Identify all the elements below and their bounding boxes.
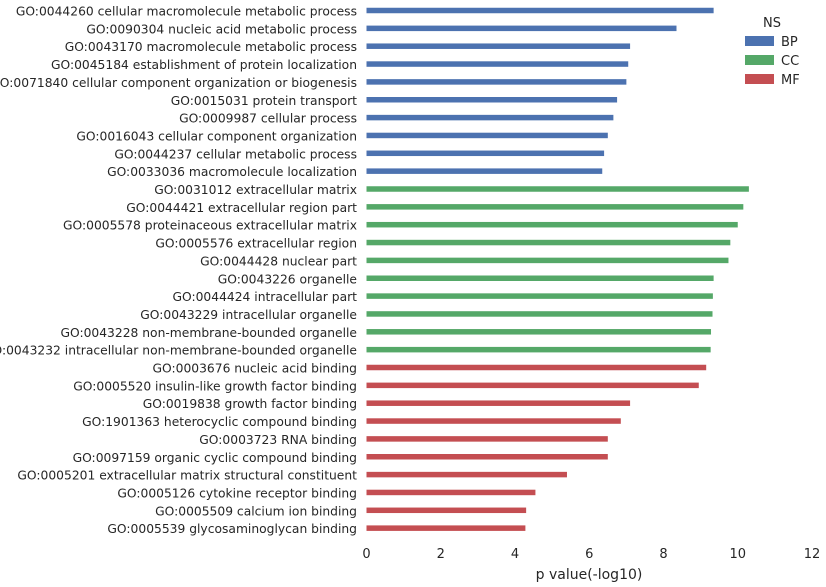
bar-label: GO:0043170 macromolecule metabolic proce…: [65, 40, 357, 54]
bar: [366, 436, 608, 442]
bar: [366, 239, 731, 246]
bar-label: GO:0044428 nuclear part: [200, 254, 357, 268]
bar: [366, 150, 605, 157]
bar-label: GO:0031012 extracellular matrix: [154, 183, 357, 197]
bar: [366, 43, 631, 49]
bar: [366, 293, 713, 299]
bar-label: GO:0005576 extracellular region: [155, 237, 357, 251]
bar: [366, 7, 714, 14]
bar-label: GO:0015031 protein transport: [171, 94, 357, 108]
bar-label: GO:0005520 insulin-like growth factor bi…: [73, 379, 357, 393]
bar-label: GO:0003676 nucleic acid binding: [153, 362, 358, 376]
bar: [366, 257, 729, 264]
bar: [366, 97, 618, 103]
bar: [366, 132, 608, 139]
bar-label: GO:0044421 extracellular region part: [126, 201, 357, 215]
bar-label: GO:0005201 extracellular matrix structur…: [17, 469, 357, 483]
bar: [366, 61, 629, 67]
legend-label: BP: [781, 35, 798, 50]
bar: [366, 400, 631, 406]
bar: [366, 311, 713, 317]
bar-label: GO:0005126 cytokine receptor binding: [117, 486, 357, 500]
bar-label: GO:0005509 calcium ion binding: [155, 504, 357, 518]
legend-label: CC: [781, 54, 799, 69]
bar-group: [366, 7, 749, 531]
bar-label: GO:0009987 cellular process: [179, 112, 357, 126]
bar: [366, 454, 608, 460]
bar: [366, 329, 712, 335]
x-tick-label: 2: [437, 547, 445, 562]
bar-label: GO:0044424 intracellular part: [172, 290, 357, 304]
bar: [366, 168, 603, 174]
bar-label: GO:0043229 intracellular organelle: [140, 308, 357, 322]
bar: [366, 346, 711, 353]
bar-label: GO:0090304 nucleic acid metabolic proces…: [86, 22, 357, 36]
x-axis-label: p value(-log10): [536, 567, 643, 583]
legend-title: NS: [763, 16, 781, 31]
bar: [366, 186, 749, 192]
legend: NS BP CC MF: [745, 16, 800, 88]
bar-label: GO:1901363 heterocyclic compound binding: [82, 415, 357, 429]
bar: [366, 204, 744, 210]
bar: [366, 79, 627, 85]
bar-label: GO:0044260 cellular macromolecule metabo…: [16, 5, 357, 19]
bar: [366, 489, 536, 496]
bar-label: GO:0097159 organic cyclic compound bindi…: [73, 451, 357, 465]
x-tick-label: 12: [804, 547, 821, 562]
bar-label: GO:0044237 cellular metabolic process: [114, 147, 357, 161]
bar-label: GO:0003723 RNA binding: [199, 433, 357, 447]
bar: [366, 275, 714, 281]
bar-label: GO:0033036 macromolecule localization: [107, 165, 357, 179]
bar: [366, 114, 614, 121]
x-axis: 0 2 4 6 8 10 12: [362, 547, 820, 562]
bar: [366, 525, 526, 531]
bar-label: GO:0043228 non-membrane-bounded organell…: [60, 326, 357, 340]
bar-label: GO:0005578 proteinaceous extracellular m…: [63, 219, 357, 233]
x-tick-label: 4: [511, 547, 519, 562]
bar: [366, 507, 527, 514]
y-axis-labels: GO:0044260 cellular macromolecule metabo…: [0, 5, 357, 537]
bar-label: GO:0043232 intracellular non-membrane-bo…: [0, 344, 357, 358]
x-tick-label: 6: [585, 547, 593, 562]
legend-swatch: [745, 55, 774, 65]
bar-label: GO:0071840 cellular component organizati…: [0, 76, 357, 90]
bar: [366, 364, 707, 371]
bar: [366, 221, 738, 228]
bar-label: GO:0019838 growth factor binding: [143, 397, 357, 411]
bar: [366, 418, 621, 424]
x-tick-label: 8: [659, 547, 667, 562]
bar: [366, 471, 567, 478]
bar: [366, 382, 699, 389]
x-tick-label: 10: [729, 547, 746, 562]
legend-label: MF: [781, 73, 800, 88]
legend-swatch: [745, 36, 774, 46]
bar: [366, 25, 677, 32]
legend-swatch: [745, 74, 774, 84]
bar-label: GO:0005539 glycosaminoglycan binding: [107, 522, 357, 536]
bar-label: GO:0043226 organelle: [218, 272, 357, 286]
x-tick-label: 0: [362, 547, 370, 562]
bar-label: GO:0045184 establishment of protein loca…: [51, 58, 357, 72]
bar-label: GO:0016043 cellular component organizati…: [76, 129, 357, 143]
